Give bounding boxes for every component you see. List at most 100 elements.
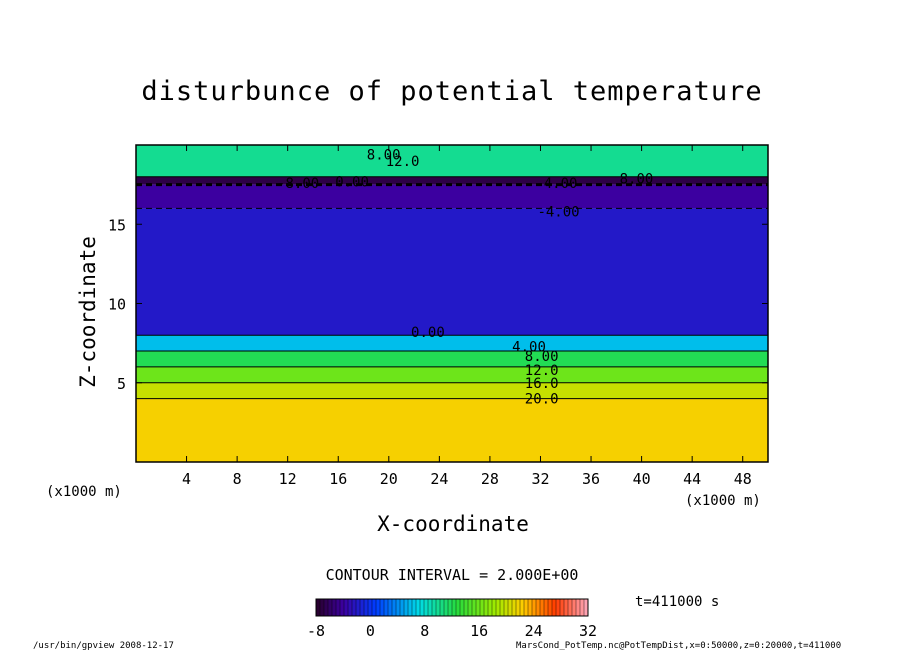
contour-label: 8.00 (525, 349, 559, 365)
colorbar-swatch (544, 599, 549, 616)
x-tick-label: 20 (380, 470, 398, 488)
contour-label: 8.00 (620, 171, 654, 187)
x-unit-left: (x1000 m) (46, 484, 122, 500)
colorbar-swatch (488, 599, 493, 616)
colorbar-swatch (392, 599, 397, 616)
colorbar-swatch (464, 599, 469, 616)
colorbar-swatch (360, 599, 365, 616)
y-tick-label: 5 (117, 375, 126, 393)
x-tick-label: 36 (582, 470, 600, 488)
contour-label: 16.0 (525, 376, 559, 392)
colorbar-tick-label: 16 (470, 622, 488, 640)
x-tick-label: 4 (182, 470, 191, 488)
colorbar-swatch (348, 599, 353, 616)
colorbar-swatch (428, 599, 433, 616)
contour-label: 4.00 (544, 176, 578, 192)
x-tick-label: 44 (683, 470, 701, 488)
colorbar-swatch (352, 599, 357, 616)
colorbar-swatch (332, 599, 337, 616)
colorbar-frame (315, 598, 589, 617)
colorbar-swatch (492, 599, 497, 616)
colorbar-swatch (416, 599, 421, 616)
colorbar-swatch (452, 599, 457, 616)
colorbar-tick-label: 0 (366, 622, 375, 640)
x-tick-label: 8 (233, 470, 242, 488)
colorbar-swatch (456, 599, 461, 616)
colorbar-swatch (412, 599, 417, 616)
colorbar-swatch (384, 599, 389, 616)
colorbar-tick-label: -8 (307, 622, 325, 640)
colorbar-swatch (400, 599, 405, 616)
colorbar-swatch (576, 599, 581, 616)
colorbar-swatch (468, 599, 473, 616)
contour-layer (136, 398, 768, 462)
colorbar-swatch (504, 599, 509, 616)
colorbar-swatch (320, 599, 325, 616)
colorbar-swatch (568, 599, 573, 616)
time-stamp: t=411000 s (635, 594, 720, 610)
colorbar-swatch (368, 599, 373, 616)
colorbar-swatch (388, 599, 393, 616)
contour-label: 8.00 (367, 148, 401, 164)
colorbar-swatch (524, 599, 529, 616)
colorbar-swatch (580, 599, 585, 616)
colorbar-swatch (408, 599, 413, 616)
colorbar-swatch (396, 599, 401, 616)
colorbar-swatch (480, 599, 485, 616)
colorbar-swatch (356, 599, 361, 616)
contour-label: 0.00 (411, 325, 445, 341)
colorbar-swatch (472, 599, 477, 616)
colorbar-tick-label: 24 (525, 622, 543, 640)
chart-title: disturbunce of potential temperature (141, 76, 763, 107)
colorbar-swatch (516, 599, 521, 616)
colorbar-swatch (404, 599, 409, 616)
colorbar-swatch (584, 599, 589, 616)
colorbar-swatch (344, 599, 349, 616)
colorbar-swatch (520, 599, 525, 616)
footer-left: /usr/bin/gpview 2008-12-17 (33, 641, 174, 651)
colorbar-swatch (496, 599, 501, 616)
colorbar-tick-label: 8 (420, 622, 429, 640)
contour-label: 12.0 (386, 154, 420, 170)
colorbar-swatch (560, 599, 565, 616)
contour-layer (136, 176, 768, 185)
colorbar-swatch (364, 599, 369, 616)
colorbar-swatch (484, 599, 489, 616)
contour-layer (136, 145, 768, 177)
contour-interval: CONTOUR INTERVAL = 2.000E+00 (325, 566, 579, 584)
x-unit-right: (x1000 m) (685, 493, 761, 509)
colorbar-swatch (532, 599, 537, 616)
contour-label: 12.0 (525, 363, 559, 379)
x-tick-label: 24 (430, 470, 448, 488)
x-tick-label: 48 (734, 470, 752, 488)
contour-label: 20.0 (525, 392, 559, 408)
colorbar-swatch (508, 599, 513, 616)
x-tick-label: 32 (531, 470, 549, 488)
footer-right: MarsCond_PotTemp.nc@PotTempDist,x=0:5000… (516, 641, 842, 651)
y-tick-label: 10 (108, 296, 126, 314)
colorbar-swatch (372, 599, 377, 616)
colorbar-swatch (448, 599, 453, 616)
colorbar-swatch (316, 599, 321, 616)
colorbar-swatch (540, 599, 545, 616)
contour-layer (136, 208, 768, 336)
colorbar-swatch (556, 599, 561, 616)
colorbar-swatch (340, 599, 345, 616)
colorbar-swatch (336, 599, 341, 616)
contour-label: -8.00 (277, 176, 319, 192)
colorbar-swatch (564, 599, 569, 616)
colorbar-swatch (424, 599, 429, 616)
colorbar-swatch (552, 599, 557, 616)
contour-layer (136, 366, 768, 383)
colorbar-tick-label: 32 (579, 622, 597, 640)
colorbar-swatch (476, 599, 481, 616)
colorbar-swatch (376, 599, 381, 616)
contour-layer (136, 351, 768, 367)
colorbar-swatch (500, 599, 505, 616)
colorbar-swatch (420, 599, 425, 616)
x-tick-label: 40 (633, 470, 651, 488)
y-axis-label: Z-coordinate (76, 236, 100, 388)
contour-label: -4.00 (537, 205, 579, 221)
